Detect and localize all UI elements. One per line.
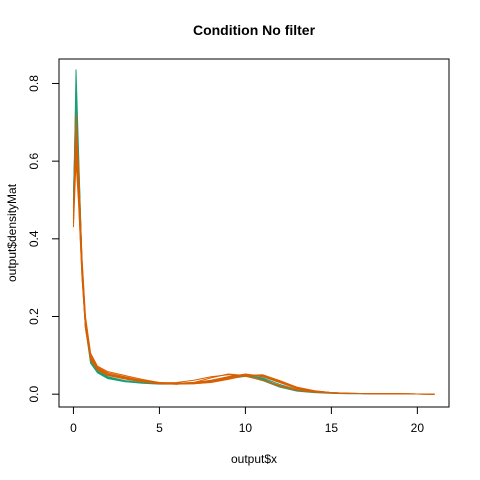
y-tick-label: 0.4: [27, 230, 41, 247]
density-curve-1-3: [72, 137, 435, 395]
y-tick-label: 0.0: [27, 386, 41, 403]
density-curves: [72, 69, 435, 395]
y-tick-label: 0.8: [27, 75, 41, 92]
x-tick-label: 20: [411, 421, 425, 435]
density-curve-1-6: [72, 160, 435, 395]
density-curve-1-1: [72, 121, 435, 395]
density-curve-1-0: [72, 114, 435, 395]
y-tick-label: 0.2: [27, 308, 41, 325]
density-curve-1-5: [72, 152, 435, 395]
plot-frame: [58, 58, 450, 408]
y-axis-label: output$densityMat: [5, 183, 19, 282]
x-axis: 0 5 10 15 20: [70, 406, 425, 435]
density-curve-0-1: [72, 86, 435, 395]
density-curve-1-2: [72, 129, 435, 395]
x-tick-label: 0: [70, 421, 77, 435]
x-tick-label: 10: [239, 421, 253, 435]
density-curve-0-3: [72, 110, 435, 395]
x-axis-label: output$x: [231, 452, 277, 466]
chart-title: Condition No filter: [193, 22, 316, 38]
density-curve-0-2: [72, 98, 435, 395]
density-curve-1-4: [72, 145, 435, 395]
x-tick-label: 5: [156, 421, 163, 435]
y-tick-label: 0.6: [27, 152, 41, 169]
y-axis: 0.0 0.2 0.4 0.6 0.8: [27, 75, 60, 403]
density-curve-0-0: [72, 69, 435, 395]
x-tick-label: 15: [325, 421, 339, 435]
